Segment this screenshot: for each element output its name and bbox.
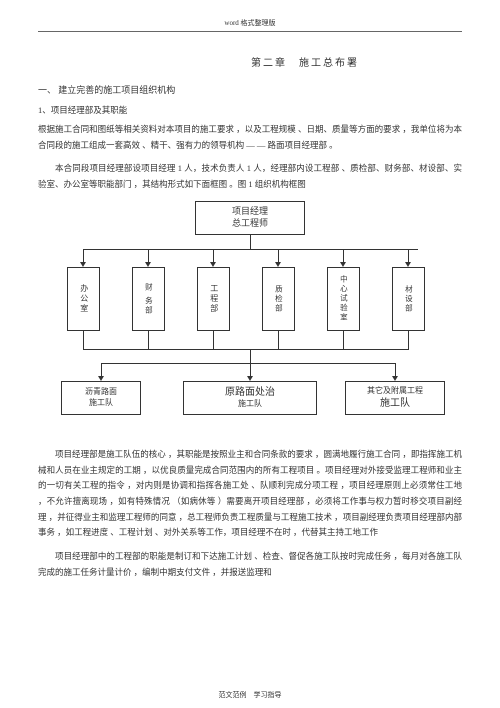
chapter-title: 第二章 施工总布署	[38, 54, 462, 69]
node-mid-1: 财 务部	[132, 267, 165, 331]
node-mid-3: 质检部	[262, 267, 295, 331]
paragraph-3: 项目经理部是施工队伍的核心 ，其职能是按照业主和合同条款的要求 ，圆满地履行施工…	[38, 447, 462, 541]
section-1: 一、 建立完善的施工项目组织机构	[38, 83, 462, 96]
node-top: 项目经理 总工程师	[195, 201, 305, 235]
node-mid-0: 办公室	[67, 267, 100, 331]
node-mid-2: 工程部	[197, 267, 230, 331]
node-mid-5: 材设部	[392, 267, 425, 331]
page-header: word 格式整理版	[38, 18, 462, 32]
node-bot-0: 沥青路面 施工队	[61, 381, 141, 415]
node-top-l2: 总工程师	[232, 218, 268, 230]
node-mid-4: 中心试验室	[327, 267, 360, 331]
paragraph-2: 本合同段项目经理部设项目经理 1 人，技术负责人 1 人，经理部内设工程部 、质…	[38, 161, 462, 192]
node-bot-2: 其它及附属工程 施工队	[345, 381, 445, 415]
node-top-l1: 项目经理	[232, 206, 268, 218]
org-chart: 项目经理 总工程师 办公室 财 务部 工程部 质检部 中心试验室 材设部 沥青路…	[55, 201, 445, 437]
paragraph-4: 项目经理部中的工程部的职能是制订和下达施工计划 、检查、督促各施工队按时完成任务…	[38, 549, 462, 580]
section-1-1: 1、项目经理部及其职能	[38, 104, 462, 116]
paragraph-1: 根据施工合同和图纸等相关资料对本项目的施工要求 ，以及工程规模 、日期、质量等方…	[38, 122, 462, 153]
page-footer: 范文范例 学习指导	[0, 690, 500, 700]
node-bot-1: 原路面处治 施工队	[183, 381, 317, 415]
